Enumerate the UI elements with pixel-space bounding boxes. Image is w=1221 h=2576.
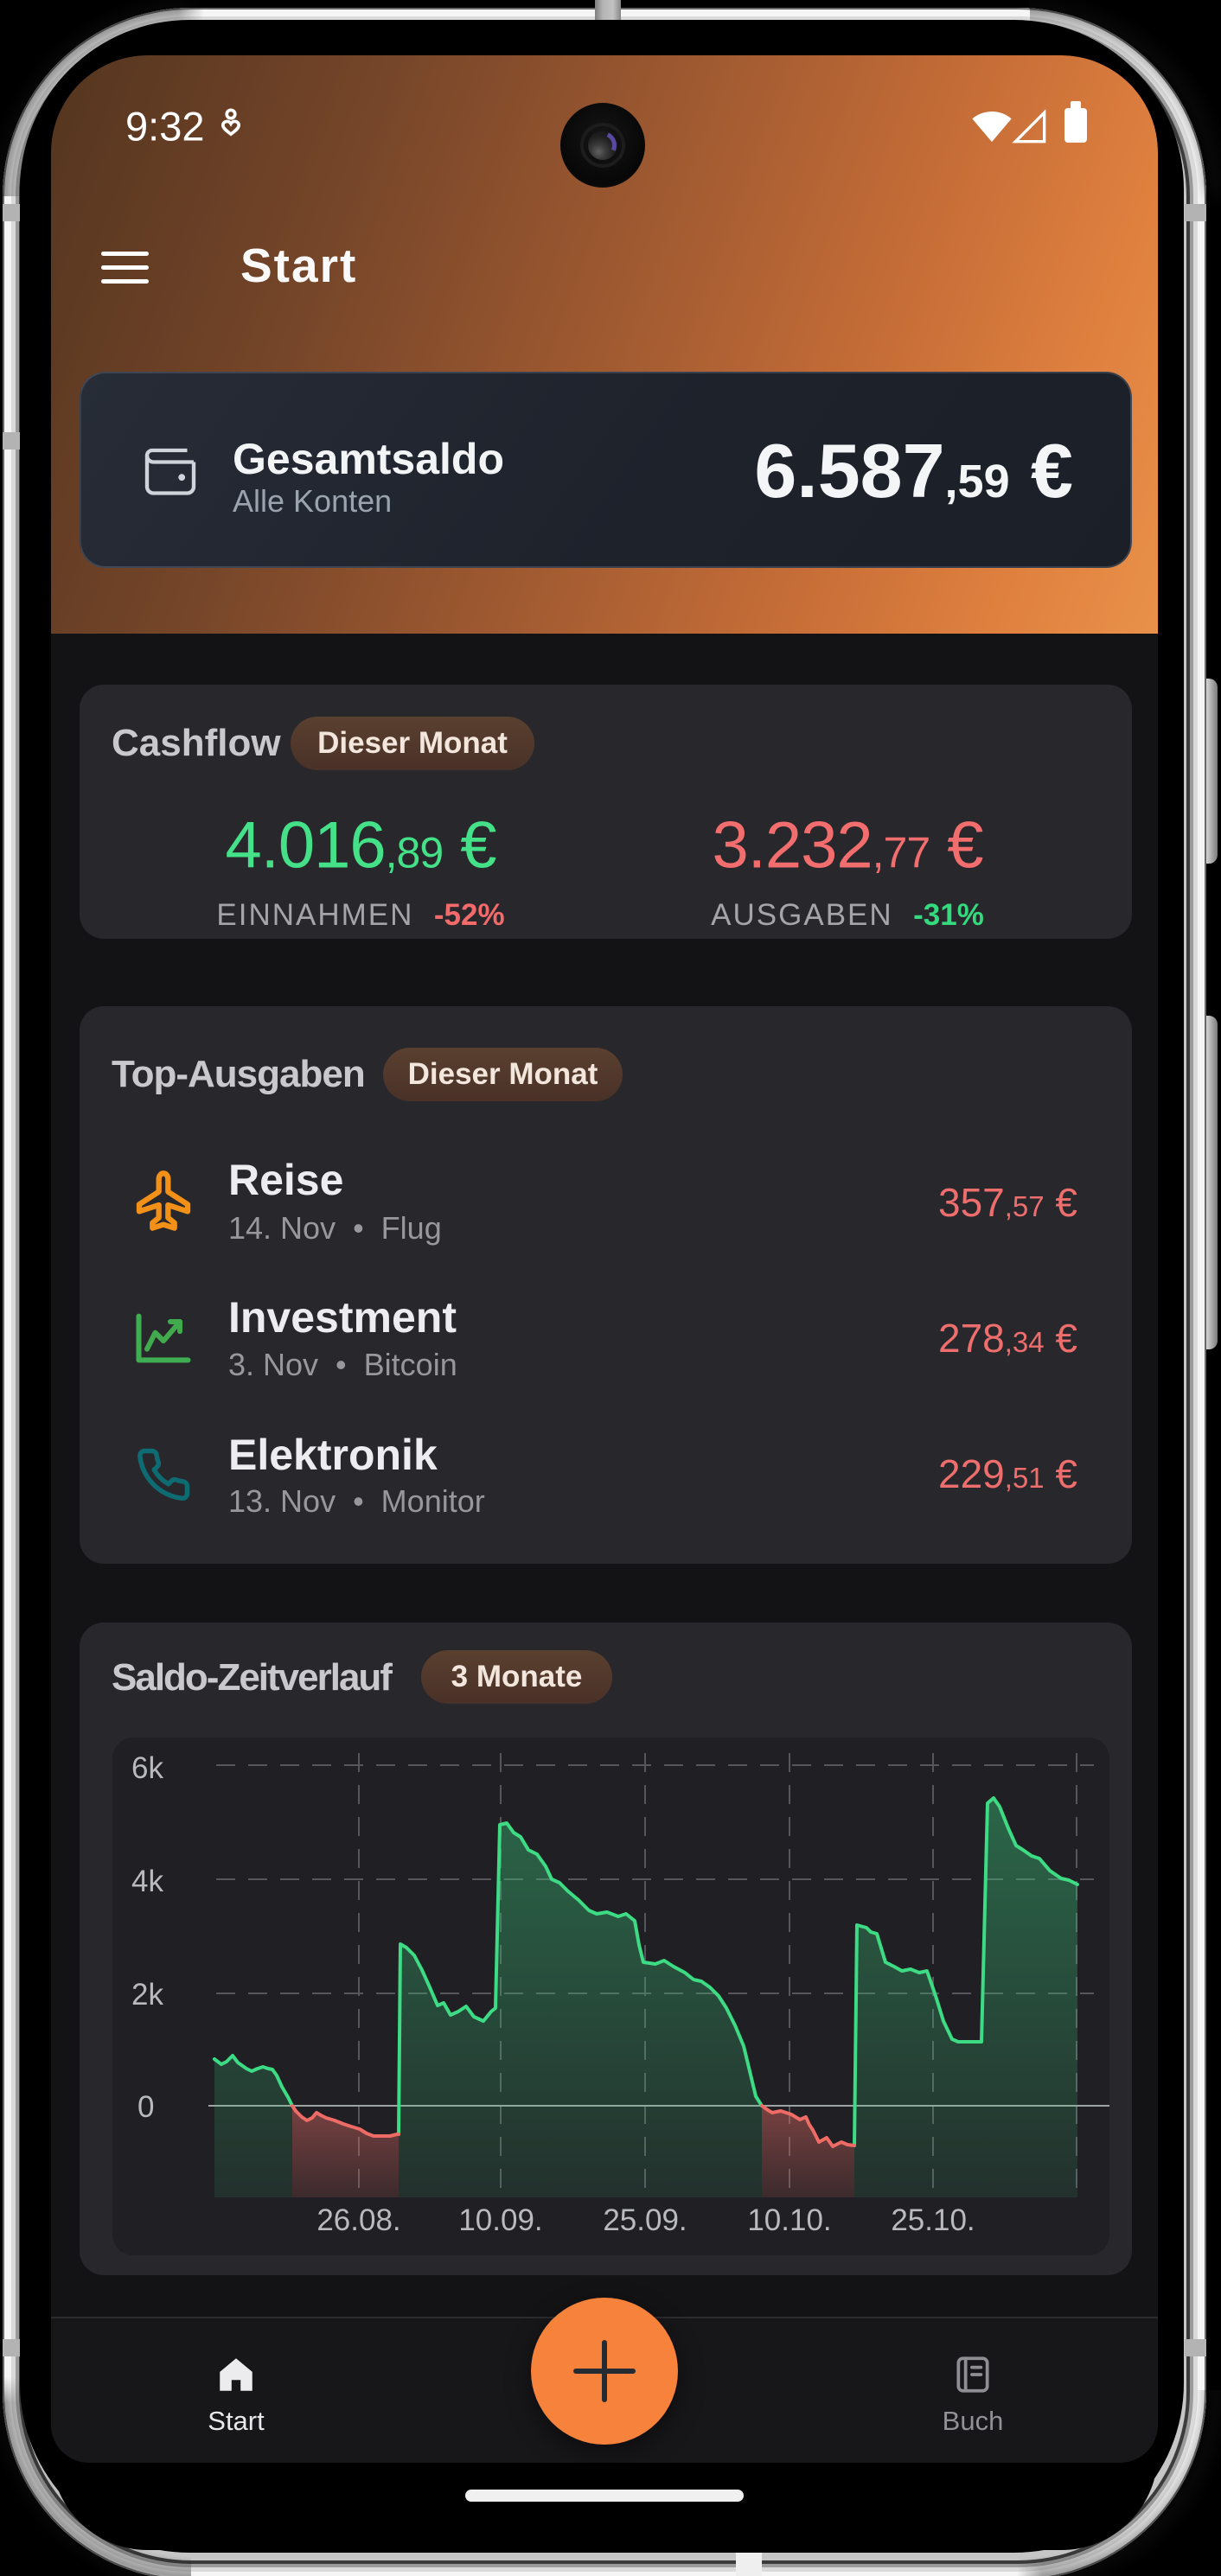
svg-text:10.10.: 10.10. (747, 2203, 831, 2237)
svg-text:26.08.: 26.08. (316, 2203, 400, 2237)
svg-text:2k: 2k (131, 1978, 163, 2012)
svg-text:25.10.: 25.10. (891, 2203, 975, 2237)
svg-text:4k: 4k (131, 1865, 163, 1898)
svg-text:0: 0 (137, 2090, 154, 2124)
svg-text:25.09.: 25.09. (603, 2203, 687, 2237)
svg-text:10.09.: 10.09. (458, 2203, 542, 2237)
svg-text:6k: 6k (131, 1751, 163, 1785)
